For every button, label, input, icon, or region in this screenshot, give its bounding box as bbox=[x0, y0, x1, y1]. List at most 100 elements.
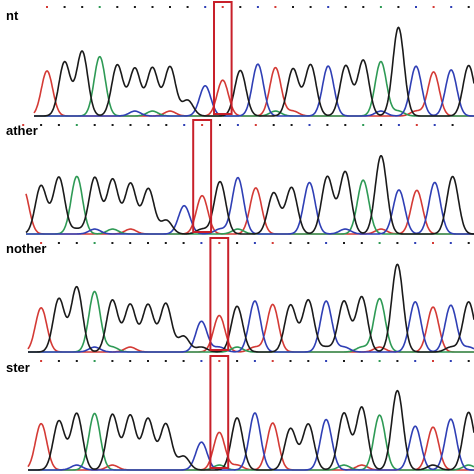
base-call-tick bbox=[218, 242, 221, 244]
base-call-tick bbox=[450, 6, 453, 8]
base-call-tick bbox=[449, 242, 452, 244]
base-call-tick bbox=[182, 242, 185, 244]
chromatogram-panel bbox=[27, 355, 474, 471]
panel-label: nt bbox=[6, 8, 19, 23]
base-call-tick bbox=[467, 242, 470, 244]
base-call-tick bbox=[151, 6, 154, 8]
base-call-tick bbox=[396, 360, 399, 362]
base-call-tick bbox=[360, 360, 363, 362]
base-call-tick bbox=[40, 124, 43, 126]
base-call-tick bbox=[111, 360, 114, 362]
base-call-tick bbox=[344, 6, 347, 8]
base-call-tick bbox=[75, 242, 78, 244]
base-call-tick bbox=[253, 242, 256, 244]
base-call-tick bbox=[415, 124, 418, 126]
trace-a bbox=[27, 290, 474, 353]
base-call-tick bbox=[164, 242, 167, 244]
trace-g bbox=[33, 26, 474, 117]
base-call-tick bbox=[239, 6, 242, 8]
base-call-tick bbox=[57, 360, 60, 362]
base-call-tick bbox=[467, 360, 470, 362]
base-call-tick bbox=[111, 124, 114, 126]
base-call-tick bbox=[379, 6, 382, 8]
base-call-tick bbox=[218, 360, 221, 362]
base-call-tick bbox=[129, 360, 132, 362]
base-call-tick bbox=[236, 124, 239, 126]
base-call-tick bbox=[271, 242, 274, 244]
base-call-tick bbox=[433, 124, 436, 126]
base-call-tick bbox=[362, 124, 365, 126]
base-call-tick bbox=[57, 242, 60, 244]
base-call-tick bbox=[326, 124, 329, 126]
base-call-tick bbox=[147, 242, 149, 244]
base-call-tick bbox=[308, 124, 311, 126]
base-call-tick bbox=[432, 6, 435, 8]
base-call-tick bbox=[292, 6, 294, 8]
base-call-tick bbox=[414, 360, 417, 362]
chromatogram-panel bbox=[33, 1, 474, 117]
base-call-tick bbox=[183, 124, 186, 126]
base-call-tick bbox=[467, 6, 470, 8]
base-call-tick bbox=[253, 360, 256, 362]
base-call-tick bbox=[432, 242, 434, 244]
base-call-tick bbox=[165, 124, 168, 126]
base-call-tick bbox=[75, 360, 78, 362]
trace-a bbox=[33, 55, 474, 117]
base-call-tick bbox=[75, 124, 78, 126]
base-call-tick bbox=[93, 242, 96, 244]
base-call-tick bbox=[396, 242, 399, 244]
base-call-tick bbox=[254, 124, 257, 126]
base-call-tick bbox=[307, 242, 310, 244]
base-call-tick bbox=[289, 242, 292, 244]
base-call-tick bbox=[271, 360, 274, 362]
base-call-tick bbox=[449, 360, 452, 362]
base-call-tick bbox=[40, 360, 43, 362]
trace-g bbox=[25, 155, 474, 235]
base-call-tick bbox=[57, 124, 60, 126]
base-call-tick bbox=[432, 360, 434, 362]
base-call-tick bbox=[204, 6, 207, 8]
base-call-tick bbox=[380, 124, 383, 126]
base-call-tick bbox=[200, 360, 203, 362]
base-call-tick bbox=[147, 360, 149, 362]
base-call-tick bbox=[378, 242, 381, 244]
base-call-tick bbox=[360, 242, 363, 244]
base-call-tick bbox=[415, 6, 417, 8]
panel-label: nother bbox=[6, 241, 46, 256]
base-call-tick bbox=[186, 6, 189, 8]
base-call-tick bbox=[201, 124, 204, 126]
base-call-tick bbox=[397, 124, 400, 126]
base-call-tick bbox=[397, 6, 400, 8]
base-call-tick bbox=[325, 242, 328, 244]
base-call-tick bbox=[343, 242, 345, 244]
base-call-tick bbox=[147, 124, 150, 126]
highlight-box bbox=[209, 355, 230, 469]
base-call-tick bbox=[325, 360, 328, 362]
base-call-tick bbox=[116, 6, 119, 8]
base-call-tick bbox=[309, 6, 312, 8]
trace-c bbox=[27, 300, 474, 353]
base-call-tick bbox=[378, 360, 381, 362]
base-call-tick bbox=[236, 242, 239, 244]
trace-a bbox=[27, 412, 474, 471]
base-call-tick bbox=[290, 124, 293, 126]
chromatogram-panel bbox=[22, 119, 474, 235]
base-call-tick bbox=[129, 124, 132, 126]
trace-g bbox=[27, 263, 474, 353]
base-call-tick bbox=[274, 6, 277, 8]
base-call-tick bbox=[133, 6, 136, 8]
base-call-tick bbox=[451, 124, 454, 126]
base-call-tick bbox=[182, 360, 185, 362]
trace-c bbox=[33, 63, 474, 117]
base-call-tick bbox=[98, 6, 101, 8]
base-call-tick bbox=[93, 360, 96, 362]
base-call-tick bbox=[164, 360, 167, 362]
base-call-tick bbox=[169, 6, 171, 8]
highlight-box bbox=[192, 119, 213, 233]
base-call-tick bbox=[236, 360, 239, 362]
base-call-tick bbox=[22, 124, 25, 126]
chromatogram-panel bbox=[27, 237, 474, 353]
base-call-tick bbox=[344, 124, 347, 126]
highlight-box bbox=[213, 1, 233, 115]
